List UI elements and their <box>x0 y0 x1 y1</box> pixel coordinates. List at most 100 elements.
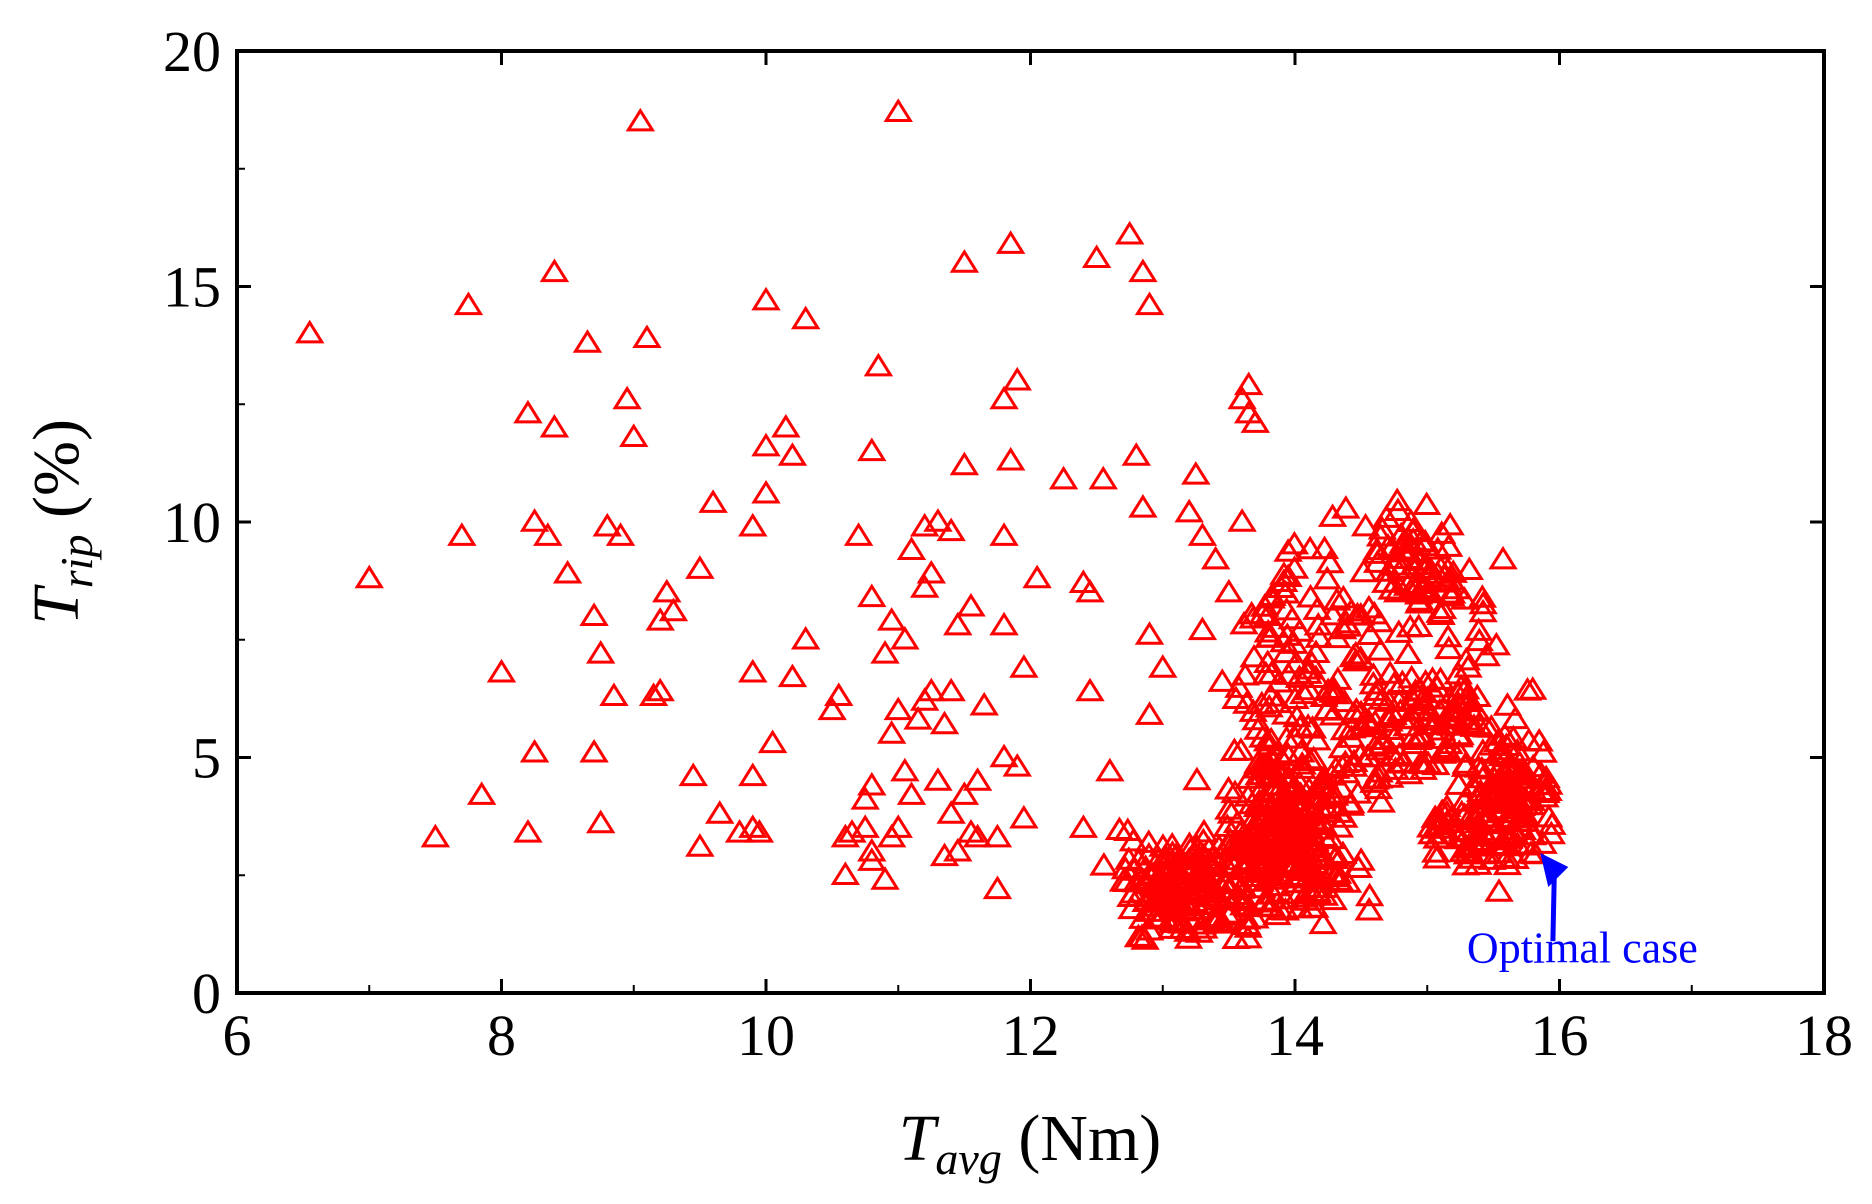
data-point <box>1187 522 1218 546</box>
data-point <box>1250 832 1281 857</box>
data-point <box>1324 799 1354 823</box>
data-point <box>625 107 656 132</box>
data-point <box>995 230 1026 254</box>
data-point <box>1529 771 1559 796</box>
data-point <box>1531 764 1561 789</box>
data-point <box>295 319 325 344</box>
data-point <box>1353 707 1383 731</box>
data-point <box>843 522 874 546</box>
data-point <box>1359 769 1389 793</box>
data-point <box>738 762 768 787</box>
data-point <box>896 781 927 805</box>
data-point <box>1162 878 1192 903</box>
data-point <box>1288 852 1319 876</box>
data-point <box>678 762 708 787</box>
data-point <box>1265 896 1295 921</box>
data-point <box>632 324 662 349</box>
data-point <box>857 437 887 462</box>
data-point <box>738 512 768 537</box>
data-point <box>1419 679 1449 704</box>
data-point <box>1393 705 1424 729</box>
data-point <box>1506 792 1537 817</box>
data-point <box>1234 765 1264 789</box>
data-point <box>1009 654 1039 678</box>
data-point <box>1421 844 1452 869</box>
data-point <box>949 781 980 805</box>
data-point <box>1451 646 1481 671</box>
data-point <box>1531 779 1561 804</box>
data-point <box>1289 680 1319 705</box>
data-point <box>552 559 583 584</box>
data-point <box>1204 903 1234 928</box>
data-point <box>1167 910 1197 934</box>
data-point <box>1386 521 1416 546</box>
data-point <box>1227 385 1257 410</box>
data-point <box>1395 613 1425 638</box>
data-point <box>1188 891 1219 916</box>
data-point <box>1174 831 1205 855</box>
data-point <box>1376 716 1406 741</box>
data-point <box>1443 771 1474 795</box>
data-point <box>513 819 543 843</box>
data-point <box>1298 745 1329 770</box>
data-point <box>585 809 616 834</box>
data-point <box>1500 845 1530 869</box>
data-point <box>1422 560 1453 584</box>
data-point <box>936 677 966 702</box>
data-point <box>1411 491 1442 516</box>
data-point <box>1312 697 1342 721</box>
data-point <box>1317 503 1348 527</box>
data-point <box>1412 579 1442 604</box>
data-point <box>863 352 894 377</box>
data-point <box>949 451 980 476</box>
data-point <box>1345 645 1376 669</box>
data-point <box>1088 465 1118 490</box>
data-point <box>857 583 887 608</box>
data-point <box>1181 461 1211 485</box>
data-point <box>1002 753 1032 777</box>
data-point <box>1123 923 1154 948</box>
data-point <box>943 611 973 636</box>
data-point <box>1393 640 1423 665</box>
optimal-case-annotation: Optimal case <box>1467 852 1698 972</box>
data-point <box>1174 498 1204 523</box>
data-point <box>1468 590 1498 615</box>
data-point <box>1508 784 1538 809</box>
data-point <box>1238 821 1268 845</box>
data-point <box>1081 244 1112 268</box>
data-point <box>533 522 563 546</box>
data-point <box>1228 887 1259 912</box>
data-point <box>1349 558 1379 583</box>
data-point <box>1224 674 1254 698</box>
data-point <box>1304 624 1334 648</box>
data-point <box>962 767 993 791</box>
data-point <box>1446 799 1477 824</box>
data-point <box>1204 833 1234 858</box>
data-point <box>870 640 900 664</box>
data-point <box>744 819 775 843</box>
data-point <box>1118 827 1149 852</box>
data-point <box>1398 518 1428 543</box>
data-point <box>1472 808 1502 833</box>
data-point <box>1328 584 1359 609</box>
data-point <box>1528 830 1558 854</box>
data-point <box>830 861 861 885</box>
data-point <box>1272 622 1302 646</box>
data-point <box>1283 825 1314 849</box>
data-point <box>1421 839 1451 863</box>
data-point <box>1426 520 1457 544</box>
data-point <box>1207 668 1237 692</box>
data-point <box>1347 713 1378 738</box>
data-point <box>1291 803 1322 827</box>
data-point <box>1484 878 1514 902</box>
data-point <box>612 385 642 410</box>
data-point <box>1196 850 1227 874</box>
data-point <box>1189 818 1219 843</box>
data-point <box>1350 512 1381 537</box>
data-point <box>896 536 927 561</box>
data-point <box>1411 550 1441 575</box>
data-point <box>1403 726 1433 751</box>
data-point <box>1528 739 1559 763</box>
data-point <box>1226 737 1256 761</box>
